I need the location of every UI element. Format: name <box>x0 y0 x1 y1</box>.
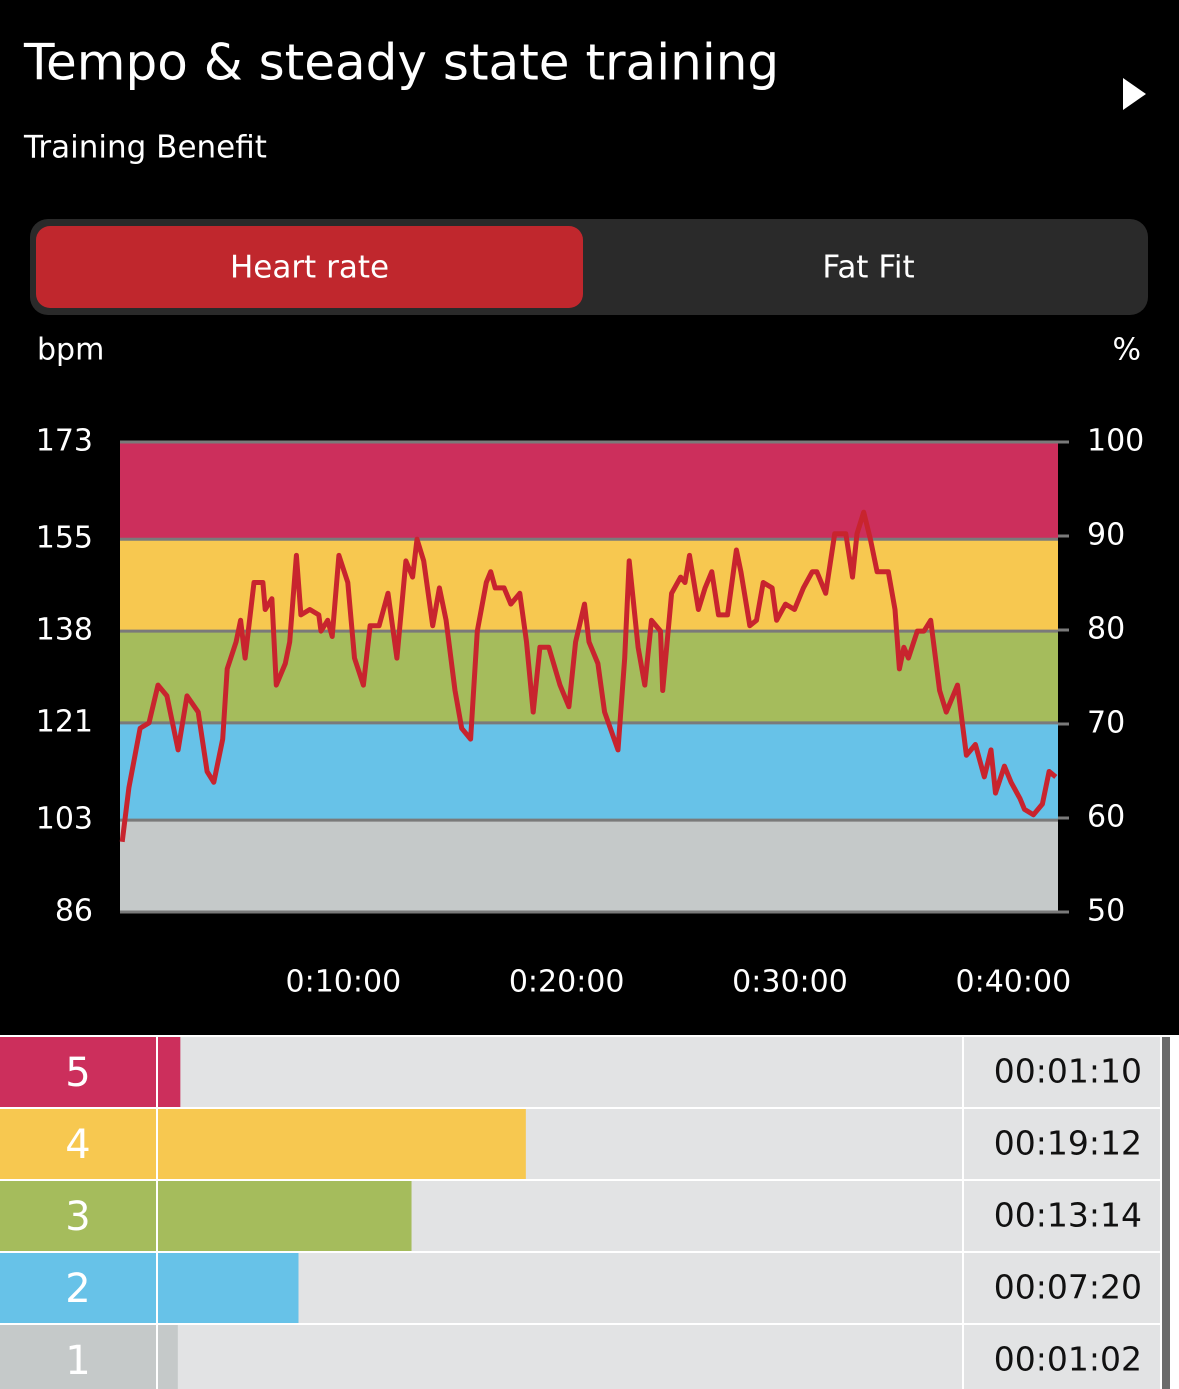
zone-duration: 00:01:10 <box>994 1052 1142 1091</box>
zone-swatch <box>0 1253 156 1323</box>
y-tick-label: 103 <box>36 802 93 837</box>
y2-tick-label: 80 <box>1087 612 1125 647</box>
zone-bar <box>158 1181 412 1251</box>
heart-rate-line <box>119 509 1058 843</box>
y-tick-label: 121 <box>36 704 93 739</box>
zone-band <box>120 442 1058 540</box>
tab-label: Fat Fit <box>822 250 914 286</box>
zone-number: 1 <box>65 1338 90 1384</box>
y2-tick-label: 100 <box>1087 424 1144 459</box>
zone-swatch <box>0 1181 156 1251</box>
y-tick-label: 155 <box>36 521 93 556</box>
zone-bar <box>158 1325 178 1389</box>
scrollbar <box>1162 1037 1170 1389</box>
zone-number: 5 <box>65 1050 90 1096</box>
zone-swatch <box>0 1109 156 1179</box>
tab-active[interactable] <box>36 226 583 308</box>
x-tick-label: 0:10:00 <box>286 965 402 1000</box>
y2-tick-label: 90 <box>1087 518 1125 553</box>
subtitle: Training Benefit <box>23 130 267 166</box>
zone-band <box>120 722 1058 821</box>
zone-duration: 00:07:20 <box>994 1268 1142 1307</box>
zone-swatch <box>0 1325 156 1389</box>
x-tick-label: 0:40:00 <box>956 965 1072 1000</box>
zone-band <box>120 539 1058 632</box>
y2-tick-label: 60 <box>1087 800 1125 835</box>
zone-row <box>0 1325 1160 1389</box>
zone-duration: 00:13:14 <box>994 1196 1142 1235</box>
next-button[interactable] <box>1123 78 1146 110</box>
y2-tick-label: 70 <box>1087 706 1125 741</box>
title: Tempo & steady state training <box>23 34 779 92</box>
x-tick-label: 0:20:00 <box>509 965 625 1000</box>
zone-bar <box>158 1037 181 1107</box>
y2-axis-label: % <box>1112 333 1141 368</box>
y-tick-label: 86 <box>55 894 93 929</box>
zone-swatch <box>0 1037 156 1107</box>
column-divider <box>156 1035 158 1389</box>
zone-duration: 00:01:02 <box>994 1340 1142 1379</box>
y-tick-label: 138 <box>36 613 93 648</box>
zone-band <box>120 820 1058 912</box>
y2-tick-label: 50 <box>1087 894 1125 929</box>
y-axis-label: bpm <box>37 333 104 368</box>
zone-row <box>0 1037 1160 1107</box>
tab-label: Heart rate <box>230 250 389 286</box>
y-tick-label: 173 <box>36 424 93 459</box>
zone-number: 4 <box>65 1122 90 1168</box>
x-tick-label: 0:30:00 <box>732 965 848 1000</box>
zone-number: 3 <box>65 1194 90 1240</box>
zone-bar <box>158 1109 526 1179</box>
zone-number: 2 <box>65 1266 90 1312</box>
column-divider <box>962 1035 964 1389</box>
zone-bar <box>158 1253 299 1323</box>
zone-duration: 00:19:12 <box>994 1124 1142 1163</box>
